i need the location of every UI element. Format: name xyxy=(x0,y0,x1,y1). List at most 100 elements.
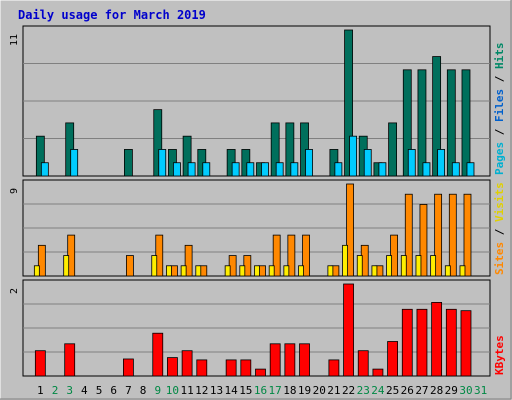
bar-sites-10 xyxy=(166,265,172,277)
bar-visits-19 xyxy=(302,234,310,277)
x-tick-label: 17 xyxy=(269,384,282,397)
x-tick-label: 1 xyxy=(37,384,44,397)
bar-files-17 xyxy=(275,162,284,177)
x-tick-label: 29 xyxy=(445,384,458,397)
legend-kbytes: KBytes xyxy=(493,335,506,375)
bar-sites-18 xyxy=(283,265,290,277)
bar-hits-26 xyxy=(402,69,412,177)
bar-files-27 xyxy=(422,162,431,177)
bar-kbytes-16 xyxy=(255,368,266,377)
bar-files-24 xyxy=(378,162,387,177)
bar-files-30 xyxy=(466,162,475,177)
bar-sites-22 xyxy=(342,244,348,277)
bar-hits-9 xyxy=(153,109,163,177)
bar-hits-30 xyxy=(461,69,471,177)
legend-files: Files xyxy=(493,89,506,122)
x-tick-label: 4 xyxy=(81,384,88,397)
bar-kbytes-18 xyxy=(284,343,296,377)
y-max-label: 2 xyxy=(9,288,20,294)
x-tick-label: 19 xyxy=(298,384,311,397)
bar-sites-17 xyxy=(268,265,275,277)
bar-files-10 xyxy=(173,162,181,177)
bar-kbytes-23 xyxy=(357,350,369,377)
x-tick-label: 11 xyxy=(180,384,193,397)
bar-files-28 xyxy=(437,149,446,177)
bar-hits-7 xyxy=(124,149,133,177)
bar-visits-22 xyxy=(346,183,354,277)
bar-visits-17 xyxy=(272,234,281,277)
x-tick-label: 9 xyxy=(154,384,161,397)
x-tick-label: 14 xyxy=(225,384,239,397)
bar-kbytes-24 xyxy=(372,368,384,377)
bar-kbytes-25 xyxy=(387,341,398,377)
bar-kbytes-9 xyxy=(152,332,164,377)
x-tick-label: 27 xyxy=(415,384,428,397)
x-tick-label: 3 xyxy=(66,384,73,397)
bar-files-9 xyxy=(158,149,167,177)
bar-files-29 xyxy=(451,162,460,177)
bar-visits-11 xyxy=(184,244,193,277)
bar-sites-25 xyxy=(386,255,392,277)
x-tick-label: 28 xyxy=(430,384,443,397)
legend-sites: Sites xyxy=(493,242,506,275)
legend-sep-2: / xyxy=(493,69,506,89)
bar-sites-11 xyxy=(180,265,187,277)
bar-visits-30 xyxy=(463,193,472,277)
bar-files-22 xyxy=(349,135,357,177)
x-tick-label: 21 xyxy=(327,384,340,397)
bar-kbytes-28 xyxy=(431,301,443,377)
x-tick-label: 16 xyxy=(254,384,267,397)
bar-kbytes-26 xyxy=(401,308,413,377)
bar-kbytes-22 xyxy=(343,283,354,377)
bar-hits-25 xyxy=(388,122,397,177)
x-tick-label: 24 xyxy=(371,384,385,397)
bar-files-21 xyxy=(334,162,343,177)
bar-hits-18 xyxy=(285,122,295,177)
bar-visits-18 xyxy=(287,234,296,277)
bar-sites-3 xyxy=(63,255,70,277)
legend-hits: Hits xyxy=(493,43,506,70)
bar-sites-12 xyxy=(195,265,202,277)
x-tick-label: 5 xyxy=(96,384,103,397)
x-tick-label: 10 xyxy=(166,384,179,397)
bar-hits-11 xyxy=(182,135,192,177)
legend-sep-1: / xyxy=(493,122,506,142)
bar-files-16 xyxy=(261,162,269,177)
y-max-label: 9 xyxy=(9,188,20,194)
bar-kbytes-1 xyxy=(34,350,46,377)
bar-files-19 xyxy=(305,149,313,177)
bar-sites-26 xyxy=(400,255,407,277)
bar-kbytes-14 xyxy=(225,359,237,377)
x-tick-label: 13 xyxy=(210,384,223,397)
bar-hits-17 xyxy=(270,122,280,177)
bar-kbytes-12 xyxy=(196,359,208,377)
bar-kbytes-10 xyxy=(167,357,178,377)
bar-hits-28 xyxy=(432,56,442,177)
bar-sites-1 xyxy=(33,265,40,277)
bar-files-26 xyxy=(407,149,416,177)
x-tick-label: 2 xyxy=(52,384,59,397)
legend-bot: KBytes xyxy=(493,335,506,375)
legend-top: Pages / Files / Hits xyxy=(493,43,506,176)
x-tick-label: 25 xyxy=(386,384,399,397)
x-tick-label: 30 xyxy=(459,384,472,397)
x-tick-label: 22 xyxy=(342,384,355,397)
bar-sites-14 xyxy=(224,265,231,277)
bar-kbytes-15 xyxy=(240,359,252,377)
bar-kbytes-30 xyxy=(460,310,472,377)
bar-sites-24 xyxy=(371,265,378,277)
bar-files-18 xyxy=(290,162,299,177)
bar-files-3 xyxy=(70,149,79,177)
bar-sites-15 xyxy=(239,265,246,277)
x-tick-label: 8 xyxy=(140,384,147,397)
bar-visits-28 xyxy=(434,193,443,277)
bar-sites-28 xyxy=(430,255,437,277)
bar-hits-1 xyxy=(35,135,45,177)
bar-files-11 xyxy=(187,162,196,177)
bar-kbytes-7 xyxy=(123,358,134,377)
bar-kbytes-17 xyxy=(269,343,281,377)
bar-kbytes-3 xyxy=(64,343,76,377)
legend-pages: Pages xyxy=(493,142,506,175)
x-tick-label: 12 xyxy=(195,384,208,397)
